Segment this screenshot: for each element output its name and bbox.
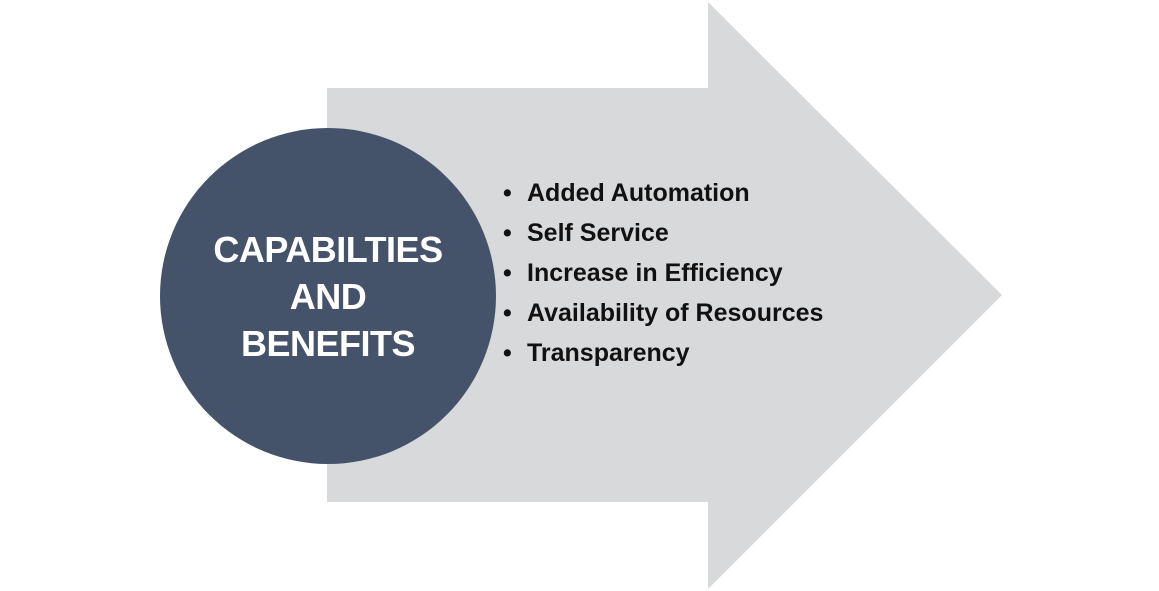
list-item: • Increase in Efficiency	[503, 256, 833, 290]
title-line: AND	[289, 275, 367, 317]
bullet-dot-icon: •	[503, 259, 512, 287]
list-item: • Self Service	[503, 216, 833, 250]
list-item: • Added Automation	[503, 176, 833, 210]
bullet-dot-icon: •	[503, 179, 512, 207]
list-item-text: Self Service	[527, 219, 669, 247]
title-line: BENEFITS	[240, 322, 416, 364]
circle-title: CAPABILTIES AND BENEFITS	[198, 226, 458, 367]
list-item: • Availability of Resources	[503, 296, 833, 330]
list-item-text: Transparency	[527, 339, 690, 367]
title-line: CAPABILTIES	[213, 228, 443, 270]
title-circle: CAPABILTIES AND BENEFITS	[160, 128, 496, 464]
list-item: • Transparency	[503, 336, 833, 370]
benefit-list: • Added Automation • Self Service • Incr…	[503, 176, 833, 376]
bullet-dot-icon: •	[503, 339, 512, 367]
bullet-dot-icon: •	[503, 299, 512, 327]
bullet-dot-icon: •	[503, 219, 512, 247]
list-item-text: Increase in Efficiency	[527, 259, 783, 287]
list-item-text: Added Automation	[527, 179, 750, 207]
list-item-text: Availability of Resources	[527, 299, 824, 327]
arrow-body	[327, 2, 1002, 589]
